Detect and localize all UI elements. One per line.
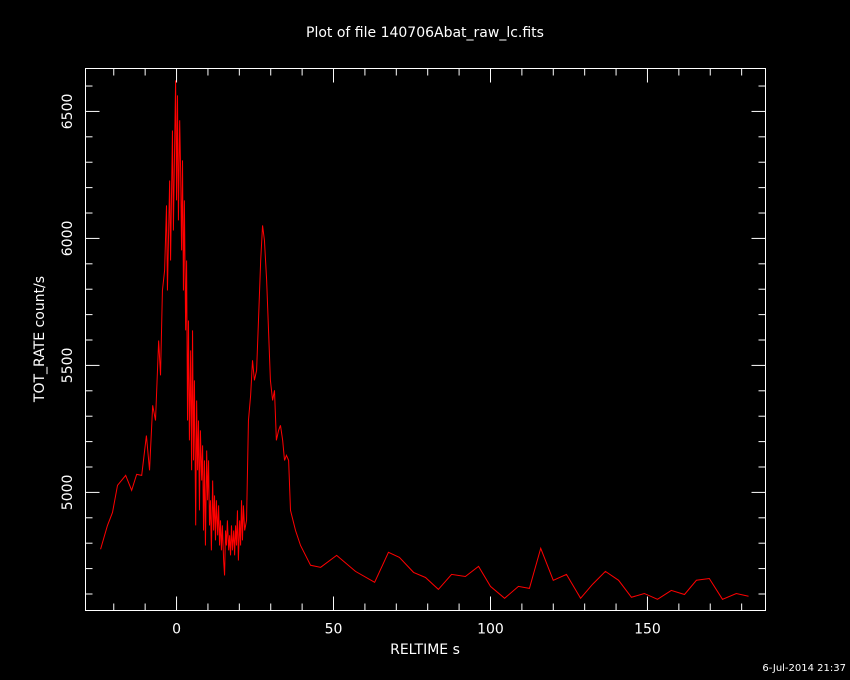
- x-tick-label: 50: [325, 622, 343, 638]
- light-curve: [100, 80, 749, 600]
- x-tick-label: 0: [172, 622, 181, 638]
- y-tick-label: 5500: [60, 348, 76, 384]
- plot-frame: [85, 68, 766, 611]
- y-tick-label: 5000: [60, 475, 76, 511]
- footer-timestamp: 6-Jul-2014 21:37: [762, 663, 846, 674]
- y-axis-label: TOT_RATE count/s: [32, 276, 48, 403]
- x-axis-label: RELTIME s: [390, 642, 460, 658]
- y-tick-label: 6000: [60, 221, 76, 257]
- chart-title: Plot of file 140706Abat_raw_lc.fits: [306, 25, 544, 41]
- y-tick-label: 6500: [60, 94, 76, 130]
- x-tick-label: 150: [634, 622, 661, 638]
- x-tick-label: 100: [477, 622, 504, 638]
